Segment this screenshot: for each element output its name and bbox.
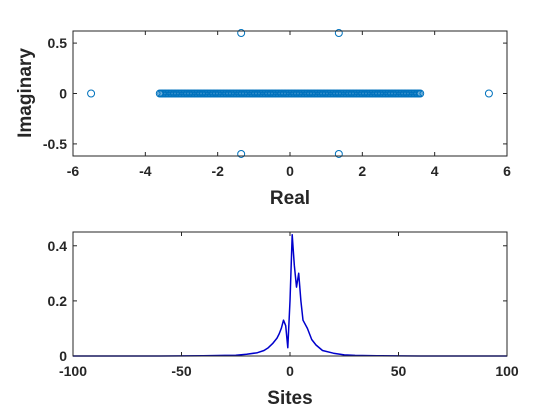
sites-series-line (73, 234, 507, 357)
top-y-tick-label: -0.5 (43, 136, 67, 152)
bottom-x-tick-label: 0 (286, 363, 294, 379)
top-x-axis-label: Real (270, 188, 310, 209)
top-y-ticks: -0.5 0 0.5 (43, 35, 507, 152)
bottom-x-tick-label: -50 (171, 363, 191, 379)
eigenvalue-scatter-plot: -6 -4 -2 0 2 4 6 -0.5 0 0.5 Real Imaginary (15, 29, 511, 209)
top-x-tick-label: -4 (139, 163, 152, 179)
bottom-y-tick-label: 0.4 (48, 238, 68, 254)
top-y-tick-label: 0.5 (48, 35, 68, 51)
bottom-x-tick-label: -100 (59, 363, 87, 379)
line-marks (73, 234, 507, 357)
top-x-tick-label: 4 (431, 163, 439, 179)
scatter-marks (87, 29, 493, 158)
top-x-ticks: -6 -4 -2 0 2 4 6 (67, 31, 511, 179)
sites-line-plot: -100 -50 0 50 100 0 0.2 0.4 Sites (48, 231, 519, 409)
top-x-tick-label: 6 (503, 163, 511, 179)
top-x-tick-label: -2 (211, 163, 224, 179)
top-x-tick-label: 0 (286, 163, 294, 179)
bottom-x-tick-label: 50 (391, 363, 407, 379)
eigenvalue-point (237, 149, 246, 158)
eigenvalue-point (334, 149, 343, 158)
eigenvalue-point (334, 29, 343, 38)
bottom-x-tick-label: 100 (495, 363, 519, 379)
bottom-y-tick-label: 0 (59, 348, 67, 364)
bottom-x-ticks: -100 -50 0 50 100 (59, 232, 519, 379)
top-y-axis-label: Imaginary (15, 48, 36, 138)
top-x-tick-label: -6 (67, 163, 80, 179)
eigenvalue-point-band (416, 89, 425, 98)
bottom-y-tick-label: 0.2 (48, 293, 68, 309)
eigenvalue-point (237, 29, 246, 38)
bottom-x-axis-label: Sites (267, 388, 312, 409)
eigenvalue-point (484, 89, 493, 98)
eigenvalue-point (87, 89, 96, 98)
top-x-tick-label: 2 (358, 163, 366, 179)
top-y-tick-label: 0 (59, 86, 67, 102)
bottom-y-ticks: 0 0.2 0.4 (48, 238, 507, 364)
